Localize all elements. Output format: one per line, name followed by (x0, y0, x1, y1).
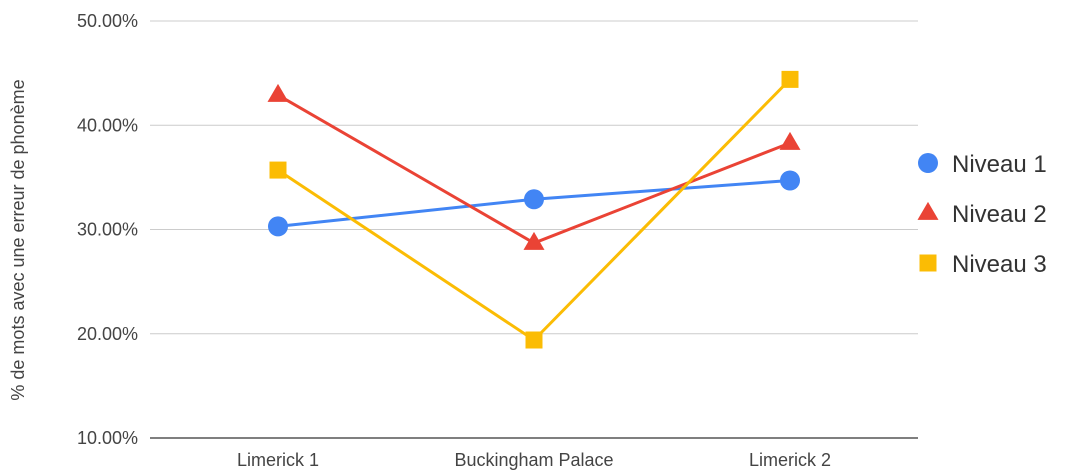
y-tick-label: 40.00% (77, 115, 138, 135)
legend-label: Niveau 3 (952, 251, 1047, 278)
x-tick-label: Limerick 2 (749, 450, 831, 470)
legend-marker (917, 201, 939, 220)
legend-label: Niveau 2 (952, 201, 1047, 228)
data-point-3 (525, 331, 543, 349)
data-point-1 (268, 216, 288, 237)
grid (150, 20, 918, 439)
data-point-1 (780, 170, 800, 191)
x-tick-label: Buckingham Palace (454, 450, 613, 470)
data-point-1 (524, 189, 544, 210)
legend-marker (919, 254, 937, 272)
series-markers (267, 70, 801, 349)
data-point-3 (781, 70, 799, 88)
y-tick-label: 30.00% (77, 220, 138, 240)
data-point-2 (523, 231, 545, 250)
legend: Niveau 1 Niveau 2 Niveau 3 (917, 151, 1047, 278)
y-axis-title: % de mots avec une erreur de phonème (8, 79, 28, 400)
data-point-2 (779, 131, 801, 150)
y-tick-label: 50.00% (77, 11, 138, 31)
y-axis-ticks: 10.00% 20.00% 30.00% 40.00% 50.00% (77, 11, 138, 448)
y-tick-label: 10.00% (77, 428, 138, 448)
y-tick-label: 20.00% (77, 324, 138, 344)
data-point-2 (267, 83, 289, 102)
x-axis-ticks: Limerick 1 Buckingham Palace Limerick 2 (237, 450, 831, 470)
series-line-3 (277, 78, 792, 342)
x-tick-label: Limerick 1 (237, 450, 319, 470)
series-lines (277, 78, 792, 342)
data-point-3 (269, 161, 287, 179)
legend-label: Niveau 1 (952, 151, 1047, 178)
legend-marker (918, 153, 938, 173)
